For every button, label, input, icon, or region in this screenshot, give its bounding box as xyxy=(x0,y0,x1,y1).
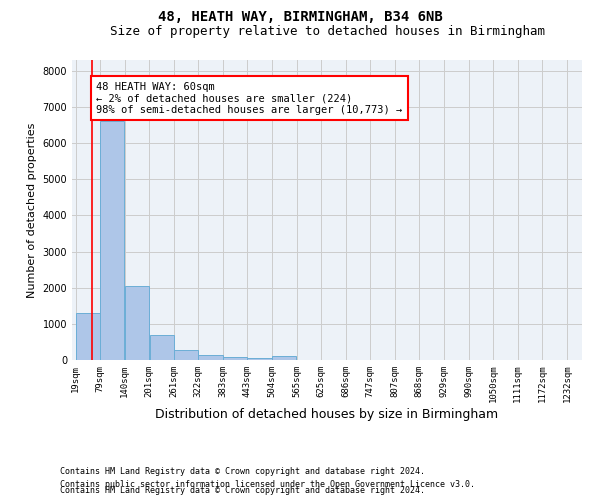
Bar xyxy=(247,358,272,360)
X-axis label: Distribution of detached houses by size in Birmingham: Distribution of detached houses by size … xyxy=(155,408,499,421)
Text: Contains HM Land Registry data © Crown copyright and database right 2024.: Contains HM Land Registry data © Crown c… xyxy=(60,468,425,476)
Text: Contains HM Land Registry data © Crown copyright and database right 2024.: Contains HM Land Registry data © Crown c… xyxy=(60,486,425,495)
Bar xyxy=(223,357,247,360)
Bar xyxy=(125,286,149,360)
Text: Contains public sector information licensed under the Open Government Licence v3: Contains public sector information licen… xyxy=(60,480,475,489)
Bar xyxy=(76,313,100,360)
Bar xyxy=(149,336,174,360)
Text: 48, HEATH WAY, BIRMINGHAM, B34 6NB: 48, HEATH WAY, BIRMINGHAM, B34 6NB xyxy=(158,10,442,24)
Bar xyxy=(100,122,124,360)
Y-axis label: Number of detached properties: Number of detached properties xyxy=(27,122,37,298)
Bar xyxy=(174,350,198,360)
Title: Size of property relative to detached houses in Birmingham: Size of property relative to detached ho… xyxy=(110,25,545,38)
Text: 48 HEATH WAY: 60sqm
← 2% of detached houses are smaller (224)
98% of semi-detach: 48 HEATH WAY: 60sqm ← 2% of detached hou… xyxy=(96,82,403,115)
Bar xyxy=(199,355,223,360)
Bar xyxy=(272,356,296,360)
